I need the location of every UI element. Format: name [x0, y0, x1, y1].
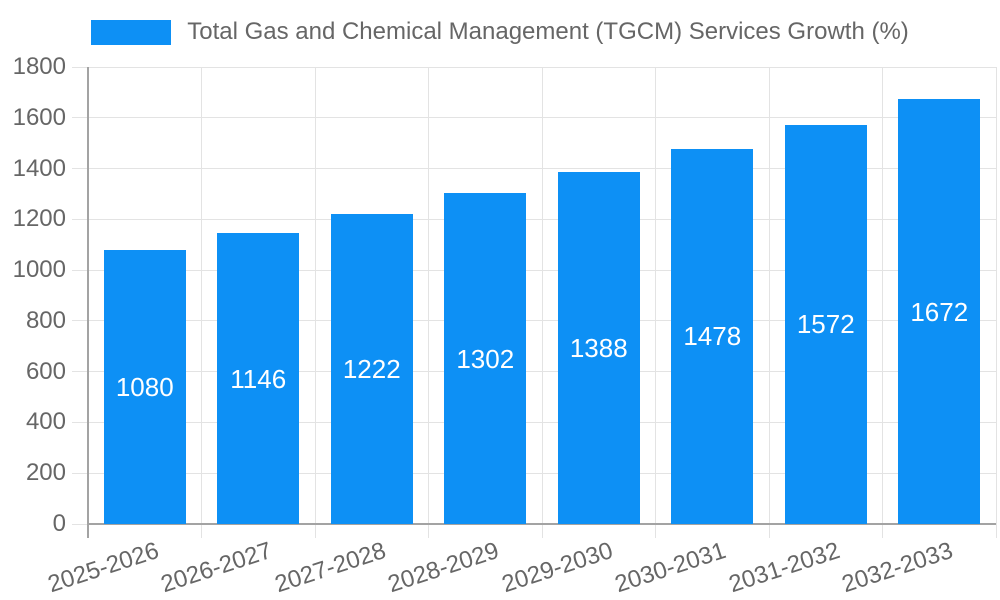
y-gridline [72, 472, 996, 474]
bar-value-label: 1478 [683, 321, 742, 352]
bar-value-label: 1222 [342, 353, 401, 384]
y-gridline [72, 66, 996, 68]
x-axis-tick-label: 2031-2032 [725, 537, 844, 599]
y-axis-line [87, 67, 89, 538]
x-gridline [882, 67, 883, 538]
bar-2025-2026[interactable] [103, 249, 186, 524]
bar-value-label: 1080 [115, 371, 174, 402]
bar-value-label: 1572 [796, 309, 855, 340]
x-axis-tick-label: 2027-2028 [271, 537, 390, 599]
x-gridline [541, 67, 543, 538]
bar-2029-2030[interactable] [557, 171, 640, 524]
y-axis-tick-label: 0 [52, 510, 66, 537]
x-axis-tick-label: 2030-2031 [612, 537, 730, 599]
x-gridline [768, 67, 770, 538]
bar-value-label: 1388 [569, 332, 628, 363]
y-axis-tick-label: 600 [25, 357, 66, 385]
x-axis-tick-label: 2028-2029 [385, 537, 503, 599]
bar-value-label: 1146 [230, 363, 287, 394]
y-gridline [72, 269, 996, 271]
x-gridline [201, 67, 202, 538]
y-axis-tick-label: 1200 [12, 205, 66, 233]
x-axis-tick-label: 2026-2027 [158, 537, 276, 599]
y-axis-tick-label: 1600 [12, 103, 66, 131]
y-gridline [72, 421, 996, 423]
y-gridline [72, 168, 996, 170]
bar-2027-2028[interactable] [330, 213, 413, 524]
legend: Total Gas and Chemical Management (TGCM)… [0, 18, 1000, 46]
bar-value-label: 1302 [456, 343, 515, 374]
legend-item[interactable]: Total Gas and Chemical Management (TGCM)… [91, 18, 909, 46]
y-gridline [72, 218, 996, 220]
x-gridline [655, 67, 656, 538]
x-axis-tick-label: 2029-2030 [498, 537, 617, 599]
bar-2030-2031[interactable] [671, 148, 754, 524]
legend-label: Total Gas and Chemical Management (TGCM)… [187, 18, 909, 45]
y-gridline [72, 117, 996, 119]
y-axis-tick-label: 1000 [12, 256, 66, 284]
bar-2026-2027[interactable] [217, 233, 300, 524]
y-axis-tick-label: 400 [25, 408, 66, 436]
y-axis-tick-label: 200 [25, 459, 66, 487]
x-gridline [995, 67, 997, 538]
bar-2032-2033[interactable] [898, 99, 981, 524]
y-gridline [72, 320, 996, 322]
y-axis-tick-label: 800 [25, 306, 66, 334]
y-gridline [72, 371, 996, 373]
x-gridline [428, 67, 429, 538]
y-axis-tick-label: 1400 [12, 154, 66, 182]
x-axis-line [87, 523, 996, 525]
bar-value-label: 1672 [910, 296, 969, 327]
x-axis-tick-label: 2032-2033 [839, 537, 957, 599]
bar-2028-2029[interactable] [444, 193, 527, 524]
legend-swatch-icon [91, 19, 172, 45]
y-axis-tick-label: 1800 [12, 53, 66, 80]
bar-2031-2032[interactable] [784, 124, 867, 524]
x-axis-tick-label: 2025-2026 [44, 537, 163, 599]
x-gridline [314, 67, 316, 538]
